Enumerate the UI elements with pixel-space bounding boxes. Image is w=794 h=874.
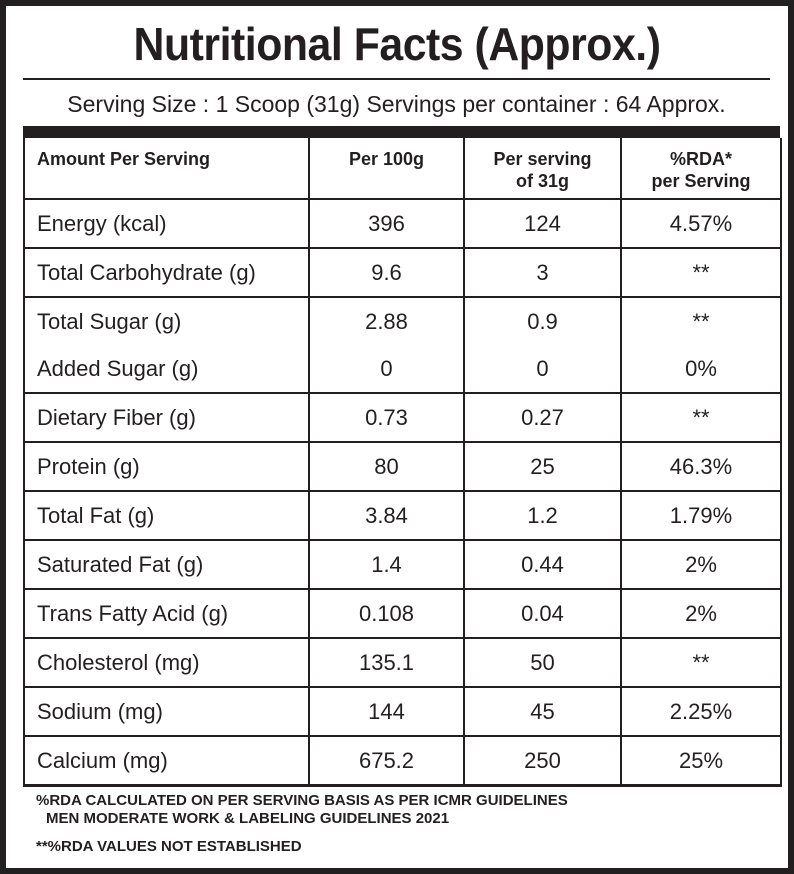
- header-per-100g: Per 100g: [308, 138, 465, 200]
- per-serving-value: 124: [463, 199, 622, 249]
- per-serving-value: 0.44: [463, 540, 622, 590]
- nutrient-name: Total Fat (g): [23, 491, 310, 541]
- per-100g-value: 675.2: [308, 736, 465, 787]
- table-row: Saturated Fat (g) 1.4 0.44 2%: [23, 540, 782, 590]
- rda-value: 2%: [620, 540, 782, 590]
- per-100g-value: 0.108: [308, 589, 465, 639]
- per-serving-value: 45: [463, 687, 622, 737]
- serving-info: Serving Size : 1 Scoop (31g) Servings pe…: [67, 91, 726, 117]
- per-100g-value: 144: [308, 687, 465, 737]
- rda-value: 0%: [620, 345, 782, 394]
- per-100g-value: 135.1: [308, 638, 465, 688]
- rda-value: **: [620, 393, 782, 443]
- table-row: Added Sugar (g) 0 0 0%: [23, 345, 782, 394]
- per-100g-value: 2.88: [308, 297, 465, 345]
- header-bar: [23, 126, 780, 138]
- nutrient-name: Added Sugar (g): [23, 345, 310, 394]
- table-row: Total Sugar (g) 2.88 0.9 **: [23, 297, 782, 345]
- per-100g-value: 396: [308, 199, 465, 249]
- per-100g-value: 3.84: [308, 491, 465, 541]
- header-amount: Amount Per Serving: [23, 138, 310, 200]
- table-row: Energy (kcal) 396 124 4.57%: [23, 199, 782, 249]
- footnotes: %RDA CALCULATED ON PER SERVING BASIS AS …: [36, 792, 776, 856]
- per-serving-value: 0: [463, 345, 622, 394]
- nutrient-name: Energy (kcal): [23, 199, 310, 249]
- rda-value: 46.3%: [620, 442, 782, 492]
- title-divider: [23, 78, 770, 80]
- footnote-line-2: MEN MODERATE WORK & LABELING GUIDELINES …: [46, 810, 450, 827]
- per-100g-value: 1.4: [308, 540, 465, 590]
- per-100g-value: 0.73: [308, 393, 465, 443]
- nutrient-name: Total Carbohydrate (g): [23, 248, 310, 298]
- rda-value: **: [620, 248, 782, 298]
- per-100g-value: 0: [308, 345, 465, 394]
- table-row: Sodium (mg) 144 45 2.25%: [23, 687, 782, 737]
- rda-value: **: [620, 638, 782, 688]
- rda-value: 2%: [620, 589, 782, 639]
- per-serving-value: 0.27: [463, 393, 622, 443]
- nutrient-name: Saturated Fat (g): [23, 540, 310, 590]
- nutrient-name: Total Sugar (g): [23, 297, 310, 345]
- table-row: Calcium (mg) 675.2 250 25%: [23, 736, 782, 787]
- label-title: Nutritional Facts (Approx.): [133, 18, 661, 70]
- footnote-line-3: **%RDA VALUES NOT ESTABLISHED: [36, 838, 302, 855]
- table-row: Total Carbohydrate (g) 9.6 3 **: [23, 248, 782, 298]
- nutrient-name: Sodium (mg): [23, 687, 310, 737]
- rda-value: 1.79%: [620, 491, 782, 541]
- table-row: Dietary Fiber (g) 0.73 0.27 **: [23, 393, 782, 443]
- per-serving-value: 50: [463, 638, 622, 688]
- rda-value: 4.57%: [620, 199, 782, 249]
- per-100g-value: 9.6: [308, 248, 465, 298]
- table-row: Cholesterol (mg) 135.1 50 **: [23, 638, 782, 688]
- header-per-serving: Per serving of 31g: [463, 138, 622, 200]
- table-header-row: Amount Per Serving Per 100g Per serving o…: [23, 138, 782, 200]
- nutrient-name: Protein (g): [23, 442, 310, 492]
- table-row: Trans Fatty Acid (g) 0.108 0.04 2%: [23, 589, 782, 639]
- per-serving-value: 3: [463, 248, 622, 298]
- footnote-line-1: %RDA CALCULATED ON PER SERVING BASIS AS …: [36, 792, 568, 809]
- per-serving-value: 25: [463, 442, 622, 492]
- per-serving-value: 0.9: [463, 297, 622, 345]
- table-row: Protein (g) 80 25 46.3%: [23, 442, 782, 492]
- nutrient-name: Cholesterol (mg): [23, 638, 310, 688]
- rda-value: **: [620, 297, 782, 345]
- nutrition-table: Amount Per Serving Per 100g Per serving o…: [23, 138, 782, 787]
- nutrient-name: Dietary Fiber (g): [23, 393, 310, 443]
- per-serving-value: 250: [463, 736, 622, 787]
- header-rda: %RDA* per Serving: [620, 138, 782, 200]
- rda-value: 25%: [620, 736, 782, 787]
- per-100g-value: 80: [308, 442, 465, 492]
- nutrient-name: Calcium (mg): [23, 736, 310, 787]
- table-row: Total Fat (g) 3.84 1.2 1.79%: [23, 491, 782, 541]
- rda-value: 2.25%: [620, 687, 782, 737]
- nutrient-name: Trans Fatty Acid (g): [23, 589, 310, 639]
- per-serving-value: 1.2: [463, 491, 622, 541]
- per-serving-value: 0.04: [463, 589, 622, 639]
